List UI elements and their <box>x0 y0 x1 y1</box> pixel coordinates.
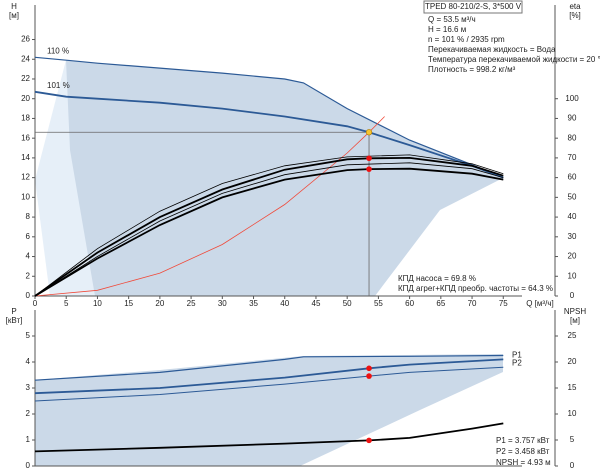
y-tick-label: 10 <box>21 192 30 201</box>
curve-label: P1 <box>512 351 522 360</box>
curve <box>34 156 504 297</box>
curve-label: 101 % <box>47 81 70 90</box>
y-tick-label: 20 <box>21 94 30 103</box>
y-tick-label: 2 <box>26 271 31 280</box>
y2-tick-label: 20 <box>568 357 577 366</box>
y2-tick-label: 30 <box>568 232 577 241</box>
x-tick-label: 40 <box>280 299 289 308</box>
y-tick-label: 16 <box>21 133 30 142</box>
y2-tick-label: 20 <box>568 252 577 261</box>
annotation: Перекачиваемая жидкость = Вода <box>428 45 556 54</box>
x-tick-label: 55 <box>374 299 383 308</box>
y-tick-label: 5 <box>26 331 31 340</box>
y-axis-label: [кВт] <box>6 316 23 325</box>
duty-point <box>366 166 372 172</box>
x-tick-label: 75 <box>499 299 508 308</box>
y-tick-label: 0 <box>26 291 31 300</box>
y2-axis-label: NPSH <box>564 307 586 316</box>
x-axis-label: Q [м³/ч] <box>526 299 553 308</box>
x-tick-label: 25 <box>187 299 196 308</box>
chart-title: TPED 80-210/2-S, 3*500 V <box>425 2 522 11</box>
title-box <box>423 0 523 14</box>
power-area <box>35 354 503 466</box>
y2-tick-label: 15 <box>568 383 577 392</box>
x-tick-label: 50 <box>343 299 352 308</box>
annotation: Плотность = 998.2 кг/м³ <box>428 65 516 74</box>
y-tick-label: 14 <box>21 153 30 162</box>
y-axis-label: P <box>11 307 16 316</box>
curve <box>34 154 504 297</box>
y-tick-label: 2 <box>26 409 31 418</box>
y-tick-label: 24 <box>21 54 30 63</box>
annotation: H = 16.6 м <box>428 25 466 34</box>
y-tick-label: 1 <box>26 435 31 444</box>
x-tick-label: 5 <box>64 299 69 308</box>
y2-axis-label: [%] <box>569 11 581 20</box>
duty-point <box>366 373 372 379</box>
y-tick-label: 26 <box>21 35 30 44</box>
range-area-light <box>35 60 95 296</box>
duty-point <box>365 129 373 136</box>
x-tick-label: 30 <box>218 299 227 308</box>
x-tick-label: 45 <box>312 299 321 308</box>
y2-tick-label: 10 <box>568 271 577 280</box>
y-tick-label: 0 <box>26 461 31 470</box>
y2-tick-label: 100 <box>565 94 579 103</box>
y2-axis-label: eta <box>569 2 581 11</box>
x-tick-label: 35 <box>249 299 258 308</box>
x-tick-label: 15 <box>124 299 133 308</box>
y-tick-label: 4 <box>26 252 31 261</box>
x-tick-label: 70 <box>468 299 477 308</box>
annotation: n = 101 % / 2935 rpm <box>428 35 505 44</box>
x-tick-label: 20 <box>155 299 164 308</box>
y2-tick-label: 60 <box>568 173 577 182</box>
x-tick-label: 65 <box>436 299 445 308</box>
y2-tick-label: 0 <box>570 291 575 300</box>
y2-tick-label: 70 <box>568 153 577 162</box>
x-tick-label: 0 <box>33 299 38 308</box>
curve-label: P2 <box>512 358 522 367</box>
y2-tick-label: 25 <box>568 331 577 340</box>
curve <box>34 56 504 179</box>
curve <box>34 90 504 179</box>
y-tick-label: 4 <box>26 357 31 366</box>
y-tick-label: 8 <box>26 212 31 221</box>
y2-tick-label: 50 <box>568 192 577 201</box>
annotation: Температура перекачиваемой жидкости = 20… <box>428 55 600 64</box>
curve <box>34 366 504 402</box>
curve <box>34 354 504 381</box>
y2-axis-label: [м] <box>570 316 580 325</box>
y-tick-label: 3 <box>26 383 31 392</box>
annotation: NPSH = 4.93 м <box>496 458 551 467</box>
y2-tick-label: 0 <box>570 461 575 470</box>
x-tick-label: 60 <box>405 299 414 308</box>
curve <box>34 358 504 395</box>
curve-label: 110 % <box>47 46 69 55</box>
range-area <box>66 60 503 296</box>
annotation: Q = 53.5 м³/ч <box>428 15 476 24</box>
curve <box>34 162 504 297</box>
y-axis-label: H <box>11 2 17 11</box>
duty-point <box>366 437 372 444</box>
y-tick-label: 18 <box>21 114 30 123</box>
y2-tick-label: 5 <box>570 435 575 444</box>
duty-point <box>366 365 372 372</box>
x-tick-label: 10 <box>93 299 102 308</box>
annotation: P2 = 3.458 кВт <box>496 447 550 456</box>
annotation: КПД агрег+КПД преобр. частоты = 64.3 % <box>398 284 553 293</box>
y2-tick-label: 10 <box>568 409 577 418</box>
y2-tick-label: 80 <box>568 133 577 142</box>
annotation: КПД насоса = 69.8 % <box>398 274 476 283</box>
curve <box>34 116 385 297</box>
y2-tick-label: 90 <box>568 114 577 123</box>
y-axis-label: [м] <box>9 11 19 20</box>
y2-tick-label: 40 <box>568 212 577 221</box>
y-tick-label: 6 <box>26 232 31 241</box>
annotation: P1 = 3.757 кВт <box>496 436 550 445</box>
duty-point <box>366 155 372 162</box>
y-tick-label: 12 <box>21 173 30 182</box>
y-tick-label: 22 <box>21 74 30 83</box>
curve <box>34 167 504 297</box>
